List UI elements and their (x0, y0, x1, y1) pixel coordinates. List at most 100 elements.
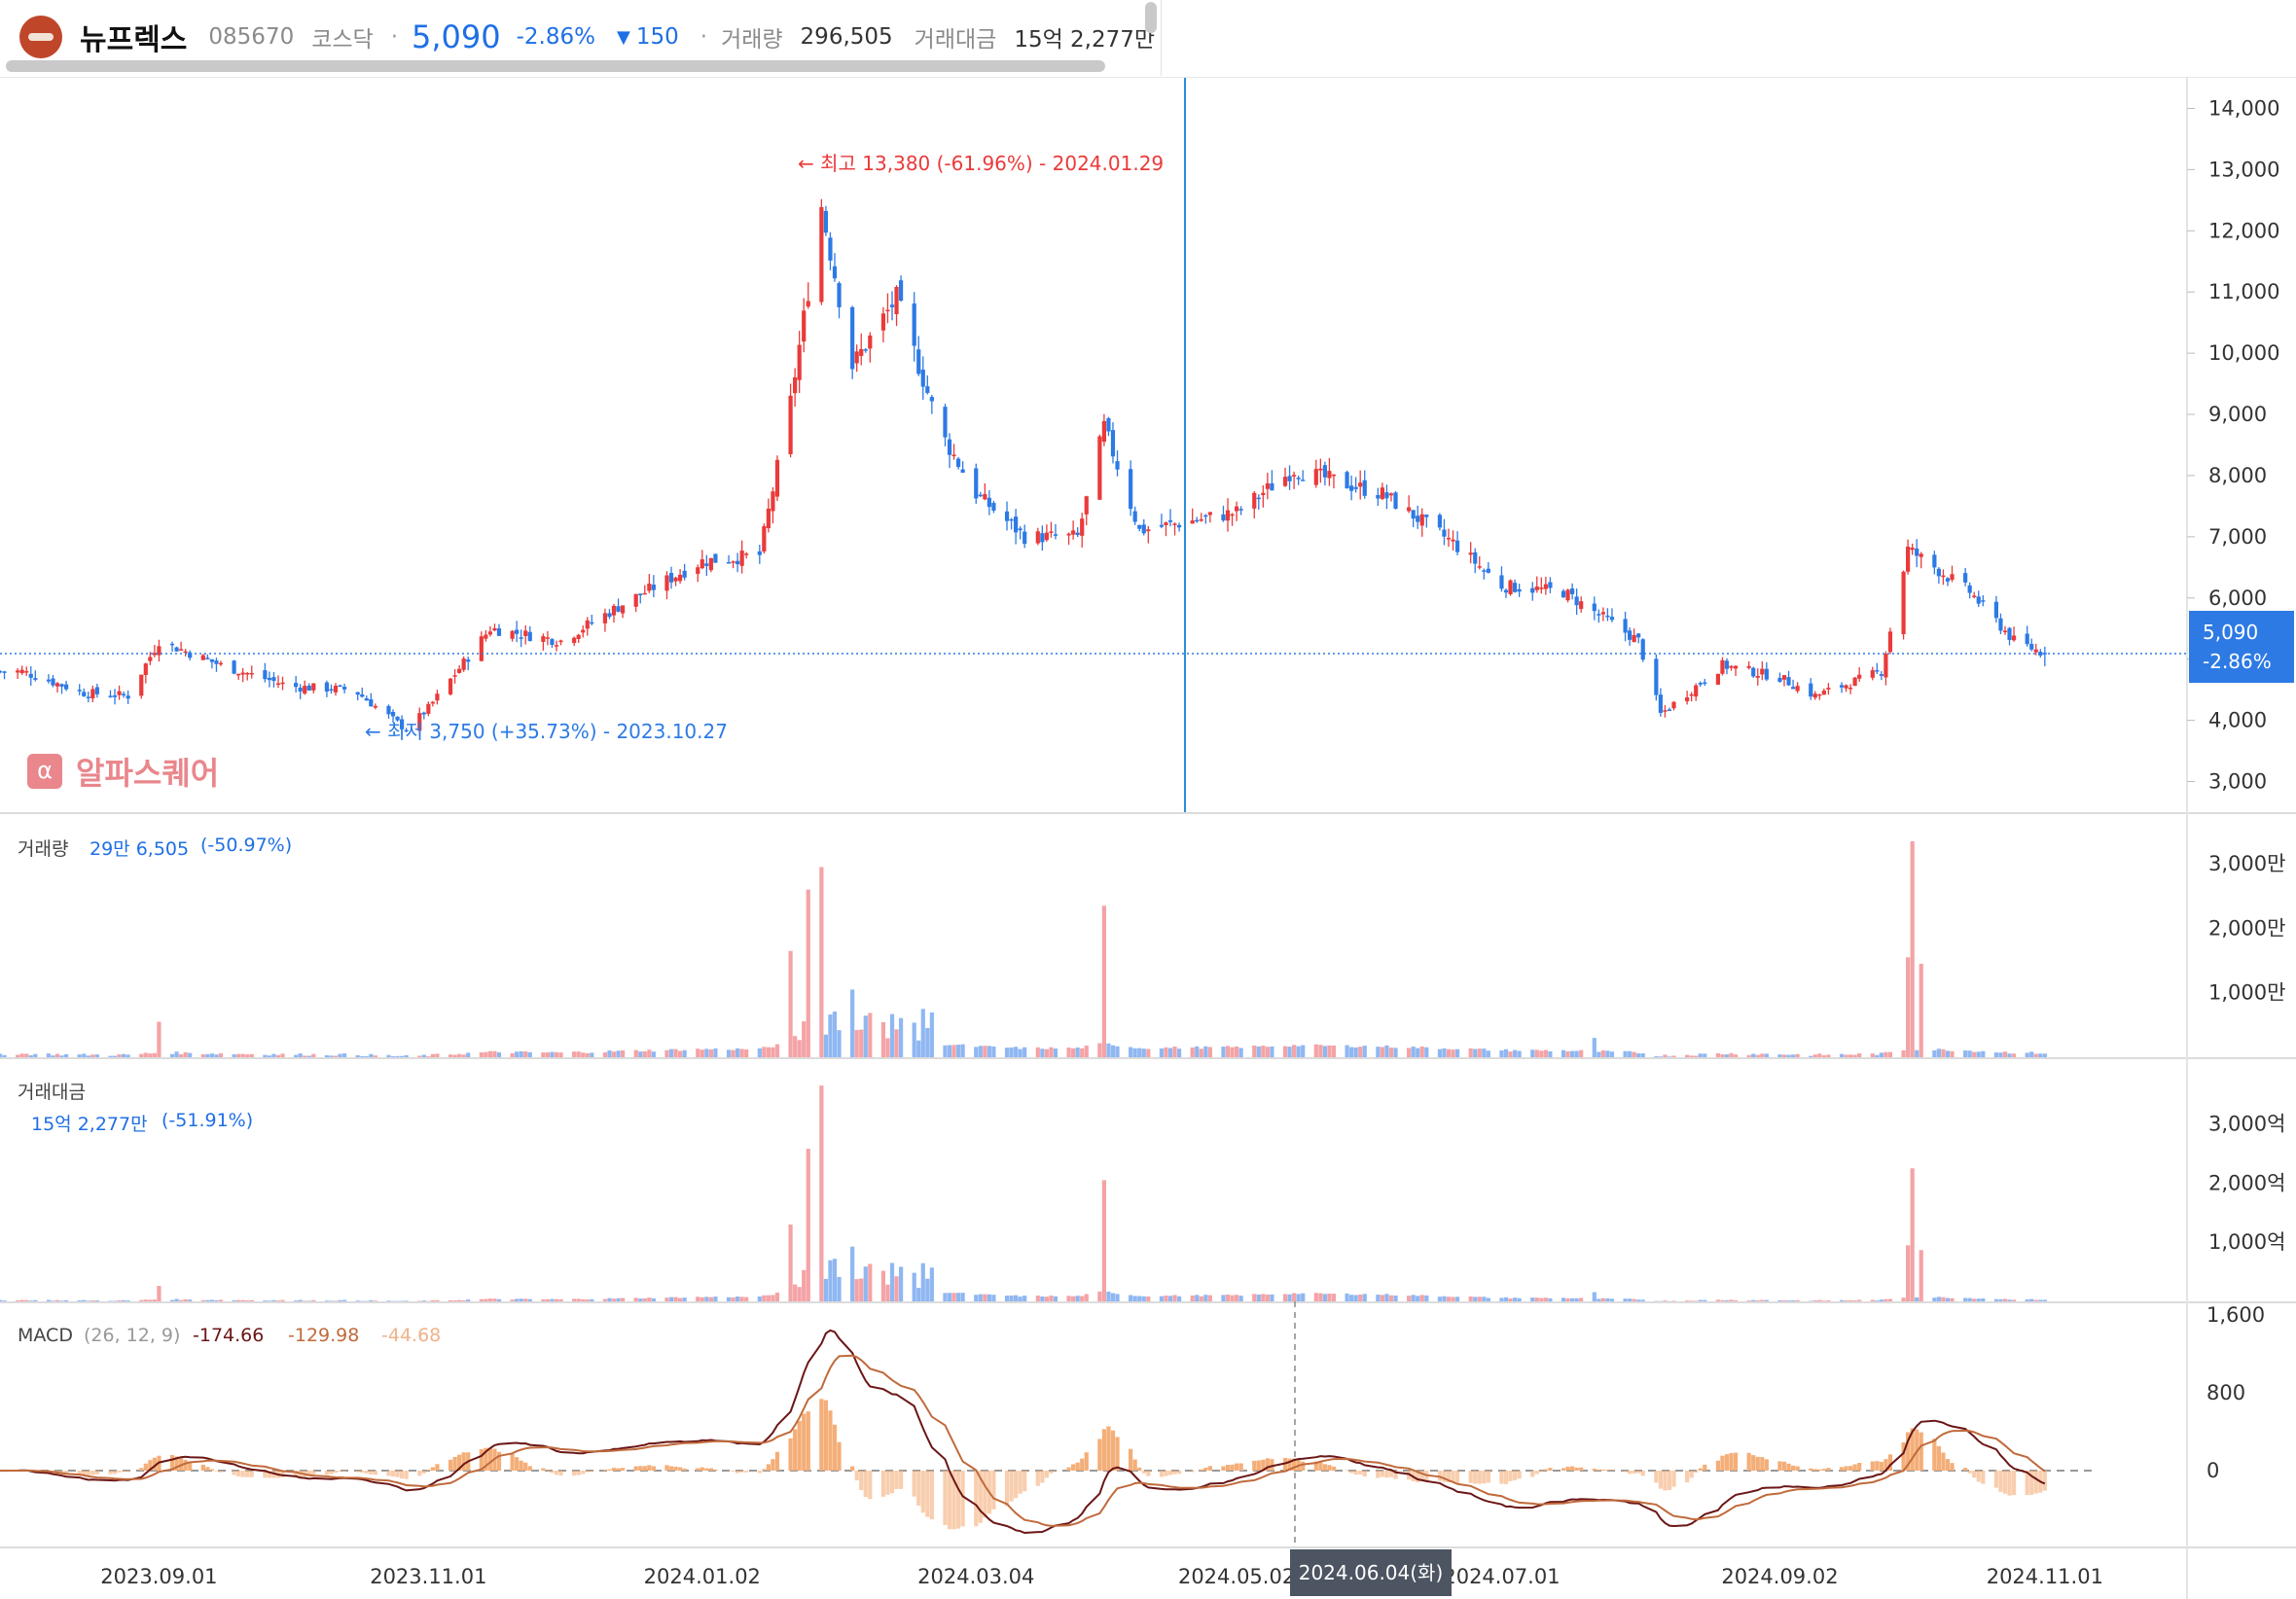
candle-body (1790, 687, 1796, 690)
volume-bar (696, 1048, 700, 1057)
candle-body (668, 573, 674, 583)
candle-body (1176, 524, 1182, 528)
candle-body (978, 494, 983, 497)
macd-oscillator-bar (1570, 1466, 1575, 1471)
amount-bar (1724, 1299, 1730, 1301)
amount-bar (1270, 1294, 1274, 1301)
volume-bar (1543, 1049, 1548, 1057)
volume-bar (1817, 1053, 1822, 1057)
volume-bar (1376, 1047, 1381, 1057)
amount-bar (647, 1297, 652, 1301)
down-arrow-icon: ▼ (617, 26, 630, 48)
amount-bar (1353, 1295, 1358, 1301)
amount-bar (448, 1299, 453, 1301)
macd-oscillator-bar (1746, 1452, 1751, 1471)
amount-bar (1482, 1297, 1487, 1301)
macd-oscillator-bar (797, 1421, 802, 1471)
candle-body (77, 690, 82, 692)
volume-bar (739, 1048, 744, 1057)
macd-oscillator-bar (1477, 1471, 1482, 1484)
volume-bar (1632, 1051, 1636, 1057)
volume-bar (338, 1053, 342, 1057)
macd-oscillator-bar (1875, 1461, 1880, 1471)
candle-body (169, 643, 175, 646)
signal-line (0, 1354, 2046, 1527)
amount-bar (850, 1246, 855, 1301)
volume-bar (1729, 1052, 1734, 1057)
amount-bar (1640, 1299, 1645, 1301)
macd-oscillator-bar (1786, 1463, 1791, 1471)
candle-body (1419, 514, 1424, 526)
stock-name[interactable]: 뉴프렉스 (80, 23, 188, 57)
volume-bar (585, 1052, 590, 1057)
volume-bar (828, 1014, 833, 1057)
candle-body (929, 397, 934, 402)
candle-body (868, 335, 873, 349)
amount-bar (1503, 1297, 1509, 1301)
candle-body (421, 712, 426, 715)
amount-tick-label: 3,000억 (2208, 1113, 2285, 1136)
volume-bar (611, 1051, 617, 1057)
volume-bar (1685, 1054, 1690, 1057)
candle-body (2038, 652, 2043, 656)
candle-body (1945, 578, 1951, 582)
macd-oscillator-bar (1574, 1467, 1579, 1471)
macd-oscillator-bar (819, 1399, 824, 1471)
volume-bar (1786, 1054, 1791, 1057)
volume-bar (82, 1053, 87, 1057)
amount-bar (960, 1293, 965, 1301)
macd-oscillator-bar (1451, 1471, 1455, 1482)
amount-bar (200, 1299, 205, 1301)
macd-oscillator-bar (762, 1469, 767, 1471)
amount-bar (1287, 1294, 1292, 1301)
candle-body (19, 669, 24, 674)
amount-bar (1790, 1299, 1796, 1301)
macd-oscillator-bar (1632, 1471, 1636, 1475)
candle-body (183, 651, 188, 654)
volume-bar (1207, 1047, 1212, 1057)
volume-bar (59, 1055, 64, 1057)
candle-body (232, 660, 236, 674)
candle-body (1203, 515, 1208, 517)
vertical-scrollbar[interactable] (1145, 2, 1157, 33)
volume-bar (682, 1049, 687, 1057)
candle-body (1857, 674, 1862, 679)
candle-body (179, 649, 184, 651)
volume-bar (1313, 1044, 1318, 1057)
macd-oscillator-bar (1416, 1471, 1420, 1483)
amount-bar (77, 1299, 82, 1301)
amount-tick-label: 2,000억 (2208, 1171, 2285, 1194)
volume-bar (1388, 1048, 1394, 1057)
left-arrow-icon: ← (365, 720, 381, 743)
candle-body (390, 711, 396, 717)
volume-bar (1499, 1049, 1504, 1057)
candle-body (1640, 639, 1645, 660)
volume-bar (510, 1052, 515, 1057)
candle-body (1327, 471, 1332, 479)
candle-body (1534, 586, 1539, 590)
macd-oscillator-bar (77, 1471, 82, 1475)
volume-bar (1035, 1047, 1040, 1057)
amount-bar (576, 1298, 581, 1301)
amount-bar (1596, 1298, 1601, 1301)
volume-bar (1826, 1054, 1831, 1057)
macd-oscillator-bar (430, 1467, 435, 1471)
volume-bar (647, 1049, 652, 1057)
last-price-tag: 5,090 -2.86% (2189, 611, 2294, 683)
macd-oscillator-bar (143, 1463, 148, 1471)
amount-bar (466, 1299, 471, 1301)
macd-oscillator-bar (404, 1471, 409, 1479)
candle-body (1066, 533, 1071, 536)
volume-bar (183, 1051, 188, 1057)
amount-bar (1786, 1300, 1791, 1301)
macd-oscillator-bar (1075, 1462, 1080, 1471)
amount-bar (766, 1295, 771, 1301)
macd-oscillator-bar (1014, 1471, 1019, 1499)
macd-oscillator-bar (1265, 1458, 1270, 1471)
volume-bar (355, 1054, 360, 1057)
horizontal-scrollbar[interactable] (6, 60, 1105, 72)
amount-bar (1698, 1299, 1703, 1301)
volume-bar (894, 1029, 899, 1057)
candle-body (682, 570, 687, 578)
